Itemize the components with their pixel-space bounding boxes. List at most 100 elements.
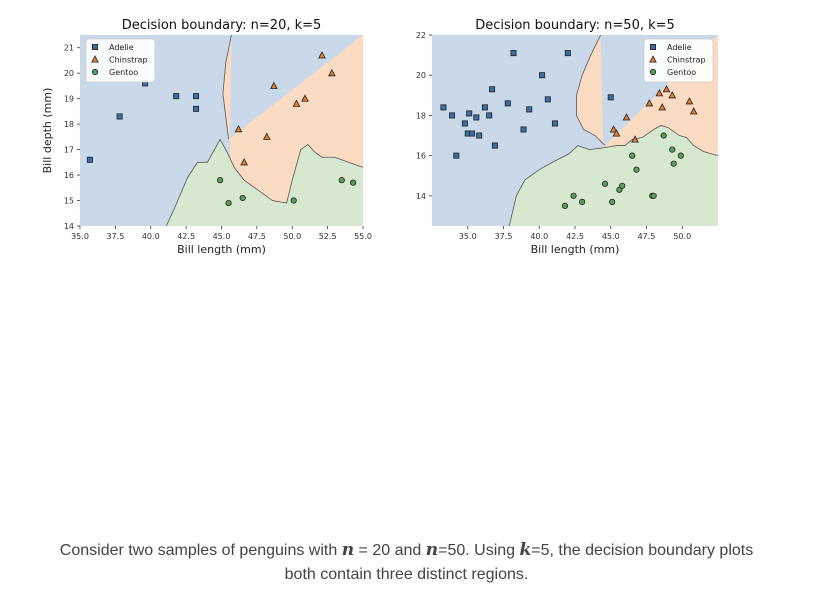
y-tick-label: 16 [416,152,426,161]
point-gentoo [216,177,224,184]
point-gentoo [660,132,667,139]
point-chinstrap [645,99,654,107]
point-adelie [539,72,546,79]
point-adelie [473,114,480,121]
point-gentoo [677,152,684,159]
point-chinstrap [269,81,278,89]
x-axis-label: Bill length (mm) [177,243,266,256]
x-tick-label: 52.5 [319,232,337,241]
y-tick-label: 14 [64,222,74,231]
point-adelie [193,105,200,112]
point-adelie [440,104,447,111]
boundary-line-gentoo [165,138,363,226]
point-adelie [544,96,551,103]
axes: 35.0 37.5 40.0 42.5 45.0 47.5 50.0 14 16 18 20 22 [416,31,691,241]
point-adelie [504,100,511,107]
point-adelie [453,152,460,159]
point-adelie [461,120,468,127]
y-tick-label: 22 [416,31,426,40]
decision-boundary-figure: 35.0 37.5 40.0 42.5 45.0 47.5 50.0 52.5 55.0 14 15… [41,18,718,256]
legend-marker-adelie [92,44,99,51]
legend-label-gentoo: Gentoo [667,68,696,77]
point-chinstrap [301,94,309,102]
caption-eq1: = 20 and [358,542,422,559]
legend: Adelie Chinstrap Gentoo [85,38,156,83]
point-adelie [86,156,93,163]
caption-prefix: Consider two samples of penguins with [59,542,338,559]
point-adelie [564,50,571,57]
point-chinstrap [658,103,667,111]
point-chinstrap [609,125,618,133]
x-tick-label: 50.0 [673,232,691,241]
point-gentoo [650,192,657,199]
point-chinstrap [685,97,694,105]
point-adelie [486,112,493,119]
caption-n-symbol-1: n [341,540,355,560]
point-gentoo [349,179,357,186]
x-tick-label: 47.5 [638,232,656,241]
point-adelie [520,126,527,133]
legend-box [85,38,156,83]
point-gentoo [225,199,232,207]
point-gentoo [570,192,577,199]
x-tick-label: 40.0 [142,232,160,241]
point-adelie [466,110,473,117]
legend-box [643,38,714,83]
legend-marker-gentoo [649,68,657,76]
point-gentoo [239,194,246,202]
x-tick-label: 40.0 [530,232,548,241]
point-gentoo [619,182,626,189]
y-tick-label: 20 [64,69,74,78]
point-adelie [476,132,483,139]
y-tick-label: 16 [64,171,74,180]
caption-eq2: =50. Using [438,542,516,559]
point-chinstrap [668,91,677,99]
point-chinstrap [662,85,671,93]
y-tick-label: 14 [416,192,426,201]
data-points [440,50,698,209]
x-tick-label: 50.0 [283,232,301,241]
legend-marker-chinstrap [91,55,99,63]
y-tick-label: 20 [416,71,426,80]
y-tick-label: 18 [416,111,426,120]
caption-suffix: =5, the decision boundary plots [531,542,754,559]
legend-marker-chinstrap [649,55,657,63]
y-axis-label: Bill depth (mm) [41,88,54,174]
x-tick-label: 37.5 [106,232,124,241]
caption: Consider two samples of penguins with n … [0,538,813,587]
point-adelie [510,50,517,57]
legend-marker-gentoo [91,68,99,76]
point-adelie [173,93,180,100]
point-gentoo [629,152,636,159]
point-gentoo [601,180,609,187]
point-adelie [607,94,614,101]
point-chinstrap [292,99,301,107]
caption-line-2: both contain three distinct regions. [284,566,529,583]
x-tick-label: 35.0 [459,232,477,241]
data-points [86,51,357,207]
point-chinstrap [689,107,698,115]
legend-label-adelie: Adelie [109,43,134,52]
point-adelie [193,93,200,100]
point-chinstrap [622,113,631,121]
point-chinstrap [328,68,336,77]
point-gentoo [561,202,569,209]
point-chinstrap [234,124,243,133]
x-tick-label: 42.5 [177,232,195,241]
x-tick-label: 45.0 [602,232,620,241]
caption-n-symbol-2: n [425,540,439,560]
point-adelie [526,106,533,113]
region-gentoo [166,139,363,226]
point-chinstrap [240,158,249,166]
legend-marker-adelie [650,44,657,51]
point-gentoo [633,166,640,173]
legend: Adelie Chinstrap Gentoo [643,38,714,83]
chart-n50: 35.0 37.5 40.0 42.5 45.0 47.5 50.0 14 16 18 20 22 De… [416,18,718,256]
chart-title: Decision boundary: n=50, k=5 [475,18,675,33]
y-tick-label: 21 [64,44,74,53]
point-gentoo [290,197,297,204]
x-tick-label: 37.5 [495,232,513,241]
point-adelie [116,113,123,120]
point-adelie [449,112,456,119]
x-tick-label: 55.0 [354,232,372,241]
